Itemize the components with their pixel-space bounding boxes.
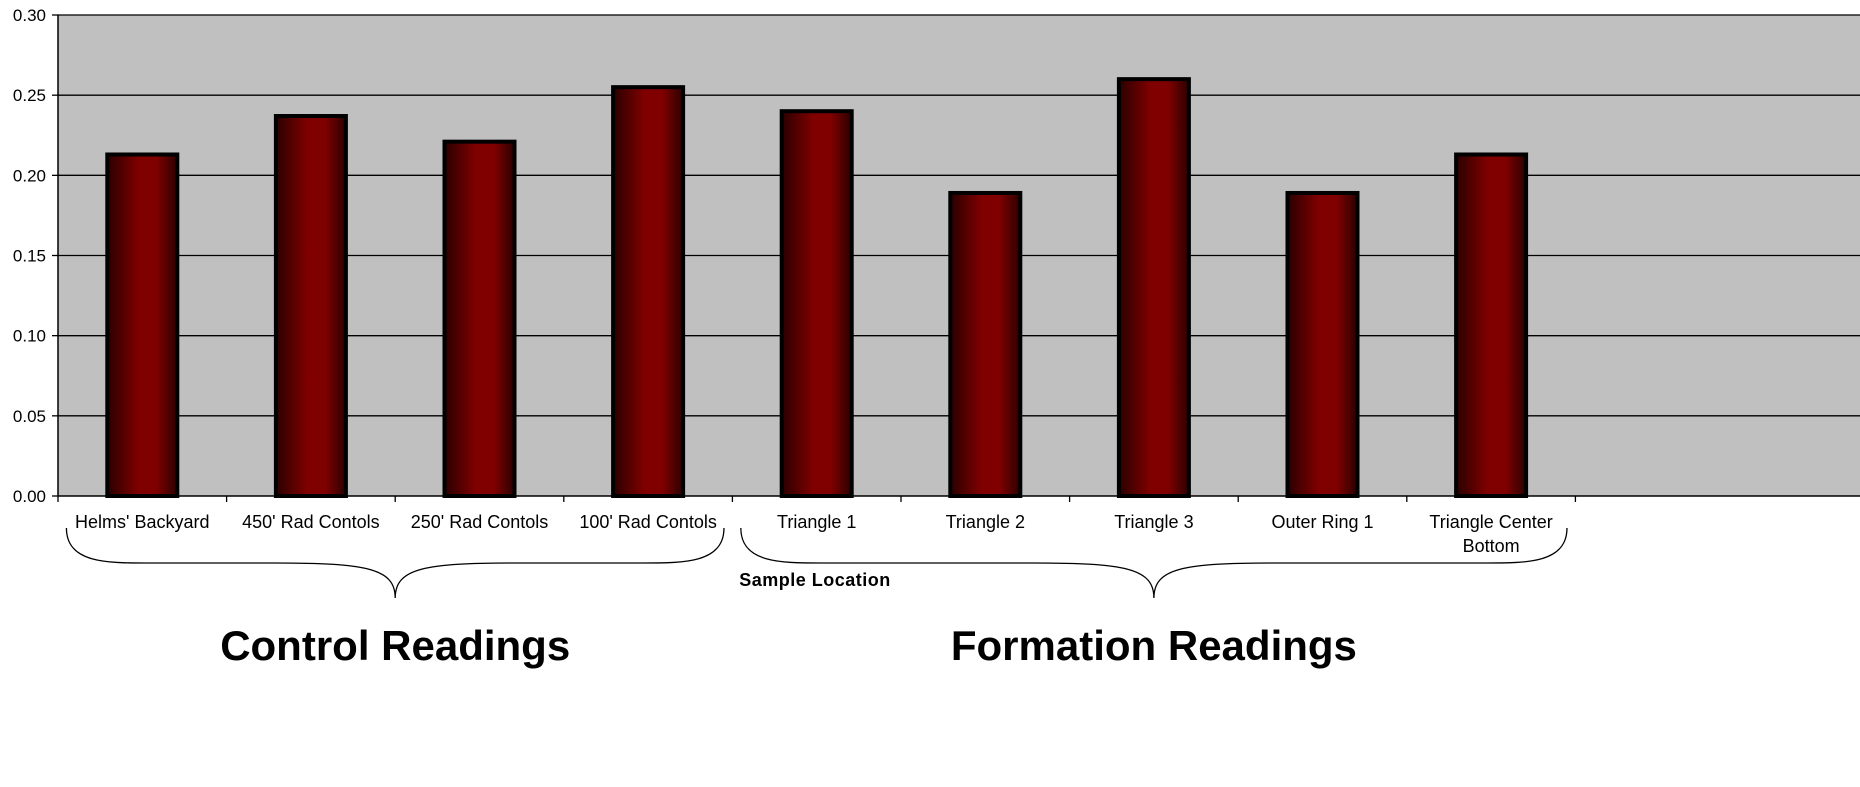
group-braces: Control Readings Formation Readings (65, 527, 1568, 669)
y-tick-label: 0.10 (13, 327, 46, 346)
bar (948, 190, 1023, 498)
bar (779, 109, 854, 498)
x-tick-label: 100' Rad Contols (579, 512, 717, 532)
x-tick-label: 450' Rad Contols (242, 512, 380, 532)
bars (105, 77, 1529, 499)
bar (1116, 77, 1191, 498)
bar (105, 152, 180, 499)
y-tick-label: 0.15 (13, 247, 46, 266)
x-tick-label: Triangle 2 (946, 512, 1025, 532)
group-label: Formation Readings (951, 622, 1357, 669)
y-tick-label: 0.30 (13, 6, 46, 25)
bar (273, 114, 348, 498)
bar (442, 139, 517, 498)
group-label: Control Readings (220, 622, 570, 669)
x-axis-title: Sample Location (739, 570, 891, 590)
x-tick-label: Triangle Center Bottom (1429, 512, 1552, 556)
x-tick-label: 250' Rad Contols (411, 512, 549, 532)
y-tick-label: 0.05 (13, 407, 46, 426)
group-brace (65, 527, 725, 599)
y-tick-label: 0.00 (13, 487, 46, 506)
bar (611, 85, 686, 499)
bar (1454, 152, 1529, 499)
x-tick-label: Helms' Backyard (75, 512, 209, 532)
x-tick-label: Outer Ring 1 (1271, 512, 1373, 532)
y-tick-label: 0.20 (13, 166, 46, 185)
labels: 0.00 0.05 0.10 0.15 0.20 0.25 0.30 Helms' Backy… (13, 6, 1553, 556)
group-brace (740, 527, 1568, 599)
axes (52, 14, 1860, 502)
x-tick-label: Triangle 3 (1114, 512, 1193, 532)
y-tick-label: 0.25 (13, 86, 46, 105)
x-tick-label: Triangle 1 (777, 512, 856, 532)
bar (1285, 190, 1360, 498)
